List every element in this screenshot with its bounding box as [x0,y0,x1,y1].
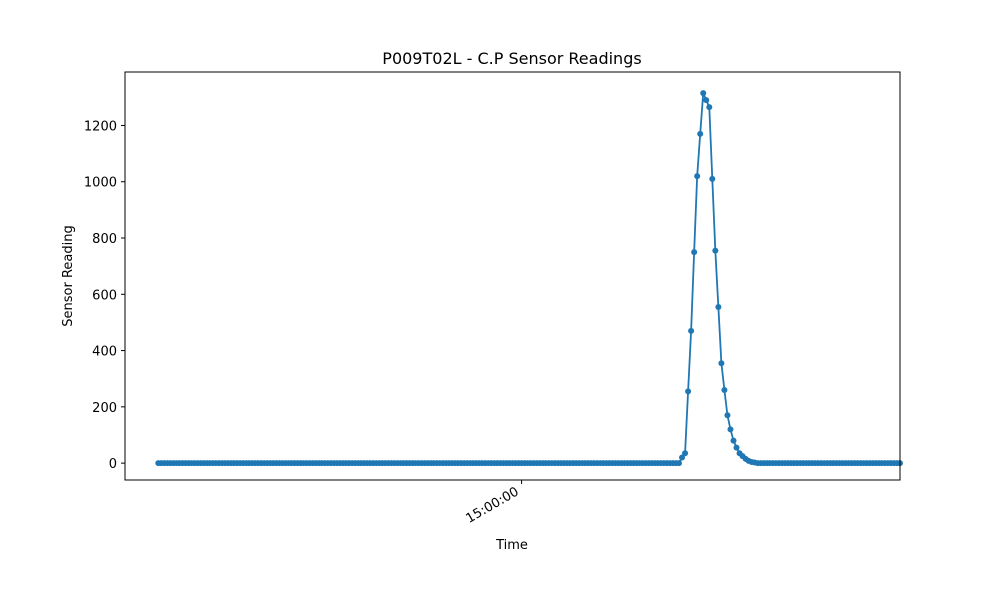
data-point [688,327,695,334]
data-point [700,90,707,97]
x-ticks: 15:00:00 [464,480,523,527]
x-axis-label: Time [495,538,528,553]
y-tick-label: 1000 [84,176,117,191]
data-point [721,386,728,393]
data-point [679,454,686,461]
data-point [730,437,737,444]
y-tick-label: 1200 [84,119,117,134]
y-tick-label: 0 [109,457,117,472]
data-point [697,130,704,137]
y-tick-label: 200 [92,401,117,416]
x-tick-label: 15:00:00 [464,484,522,526]
data-point [715,303,722,310]
data-point [685,388,692,395]
y-ticks: 0 200 400 600 800 1000 1200 [84,119,125,472]
y-axis-label: Sensor Reading [61,225,76,326]
data-point [718,360,725,367]
data-point [703,97,710,104]
y-tick-label: 400 [92,345,117,360]
plot-frame [124,71,901,481]
data-point [682,450,689,457]
data-point [706,104,713,111]
data-point [694,173,701,180]
plot-area [155,90,903,467]
data-point [709,175,716,182]
series-line [158,92,900,465]
data-point [727,426,734,433]
data-point [724,412,731,419]
data-point [712,247,719,254]
data-point [733,444,740,451]
data-point [676,460,682,467]
data-point [691,249,698,256]
chart-title: P009T02L - C.P Sensor Readings [382,49,641,68]
y-tick-label: 800 [92,232,117,247]
y-tick-label: 600 [92,288,117,303]
